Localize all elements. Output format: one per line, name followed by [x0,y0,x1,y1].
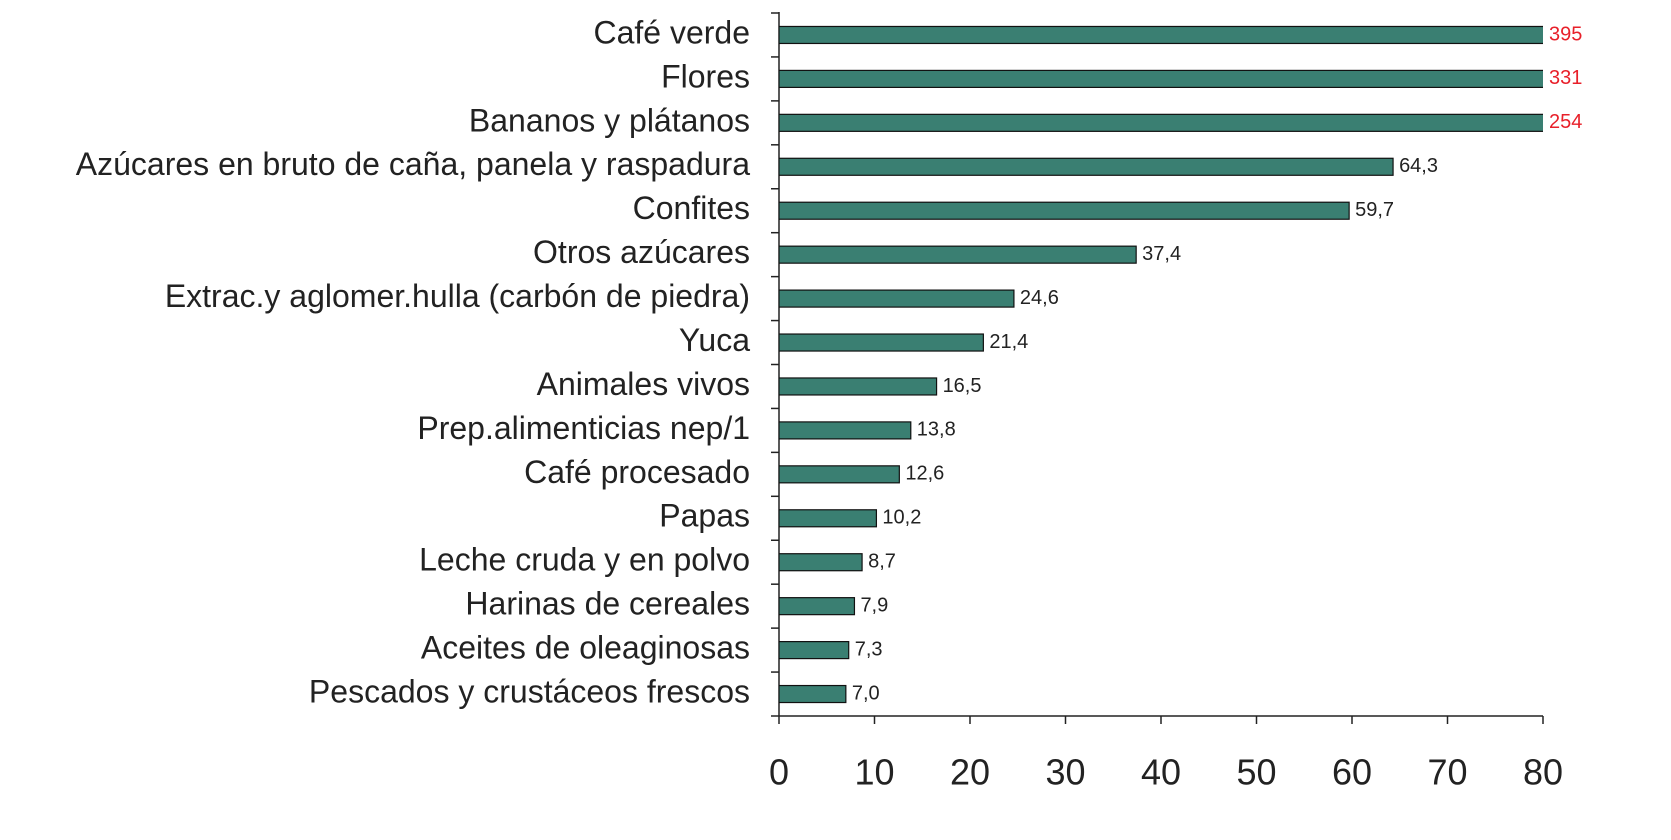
bar [779,377,938,396]
bar [779,245,1137,264]
x-tick-label: 30 [1045,752,1085,793]
value-label: 254 [1549,111,1582,133]
value-label: 331 [1549,67,1582,89]
value-label: 7,0 [852,682,880,704]
y-tick-label: Pescados y crustáceos frescos [309,673,750,709]
y-tick-label: Otros azúcares [533,234,750,270]
bar [779,333,984,352]
bar [779,157,1394,176]
y-tick-label: Animales vivos [537,366,750,402]
value-label: 7,9 [860,594,888,616]
y-tick-label: Yuca [679,322,750,358]
y-tick-label: Papas [659,498,750,534]
x-tick-label: 0 [769,752,789,793]
x-tick-label: 80 [1523,752,1563,793]
y-tick-label: Extrac.y aglomer.hulla (carbón de piedra… [165,278,750,314]
value-label: 64,3 [1399,155,1438,177]
bar [779,201,1350,220]
value-label: 16,5 [943,375,982,397]
y-tick-label: Confites [633,190,750,226]
value-label: 21,4 [989,331,1028,353]
bar [779,421,912,440]
bar [779,25,1543,45]
y-tick-label: Harinas de cereales [465,586,750,622]
value-label: 12,6 [905,463,944,485]
y-tick-label: Leche cruda y en polvo [419,542,750,578]
x-tick-label: 10 [854,752,894,793]
bar [779,289,1015,308]
y-tick-label: Flores [661,58,750,94]
value-label: 395 [1549,23,1582,45]
value-label: 13,8 [917,419,956,441]
bar [779,597,856,616]
bar [779,465,900,484]
x-tick-label: 50 [1236,752,1276,793]
bar [779,553,863,572]
y-tick-label: Bananos y plátanos [469,102,750,138]
x-tick-label: 40 [1141,752,1181,793]
value-label: 37,4 [1142,243,1181,265]
bar [779,509,878,528]
value-label: 8,7 [868,551,896,573]
y-tick-label: Café procesado [524,454,750,490]
y-tick-label: Aceites de oleaginosas [421,630,750,666]
bar [779,69,1543,89]
y-tick-label: Café verde [593,14,750,50]
value-label: 7,3 [855,638,883,660]
value-label: 24,6 [1020,287,1059,309]
bar [779,684,847,704]
bar [779,113,1543,132]
value-label: 59,7 [1355,199,1394,221]
x-tick-label: 20 [950,752,990,793]
x-tick-label: 70 [1427,752,1467,793]
bar [779,640,850,660]
y-tick-label: Azúcares en bruto de caña, panela y rasp… [76,146,750,182]
value-label: 10,2 [882,507,921,529]
y-tick-label: Prep.alimenticias nep/1 [417,410,750,446]
x-tick-label: 60 [1332,752,1372,793]
